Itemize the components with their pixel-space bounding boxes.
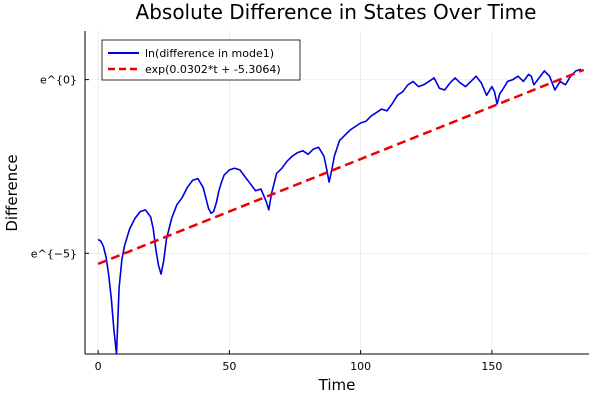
series-line-difference <box>97 68 582 355</box>
x-tick-label: 100 <box>350 360 371 373</box>
series-line-fit <box>97 68 585 266</box>
x-tick-label: 150 <box>481 360 502 373</box>
y-axis-ticks: e^{0} e^{−5} <box>31 74 89 260</box>
y-tick-label: e^{0} <box>40 74 77 87</box>
y-tick-label: e^{−5} <box>31 247 77 260</box>
x-axis-ticks: 0 50 100 150 <box>95 350 502 373</box>
legend-label-series-2: exp(0.0302*t + -5.3064) <box>145 63 281 76</box>
chart-title: Absolute Difference in States Over Time <box>136 0 537 24</box>
series-layer <box>97 68 585 355</box>
x-tick-label: 0 <box>95 360 102 373</box>
gridlines <box>85 31 589 354</box>
x-axis-label: Time <box>318 376 356 394</box>
legend: ln(difference in mode1) exp(0.0302*t + -… <box>101 39 301 81</box>
legend-box <box>101 39 301 81</box>
x-tick-label: 50 <box>222 360 236 373</box>
legend-label-series-1: ln(difference in mode1) <box>145 47 274 60</box>
y-axis-label: Difference <box>3 154 21 231</box>
